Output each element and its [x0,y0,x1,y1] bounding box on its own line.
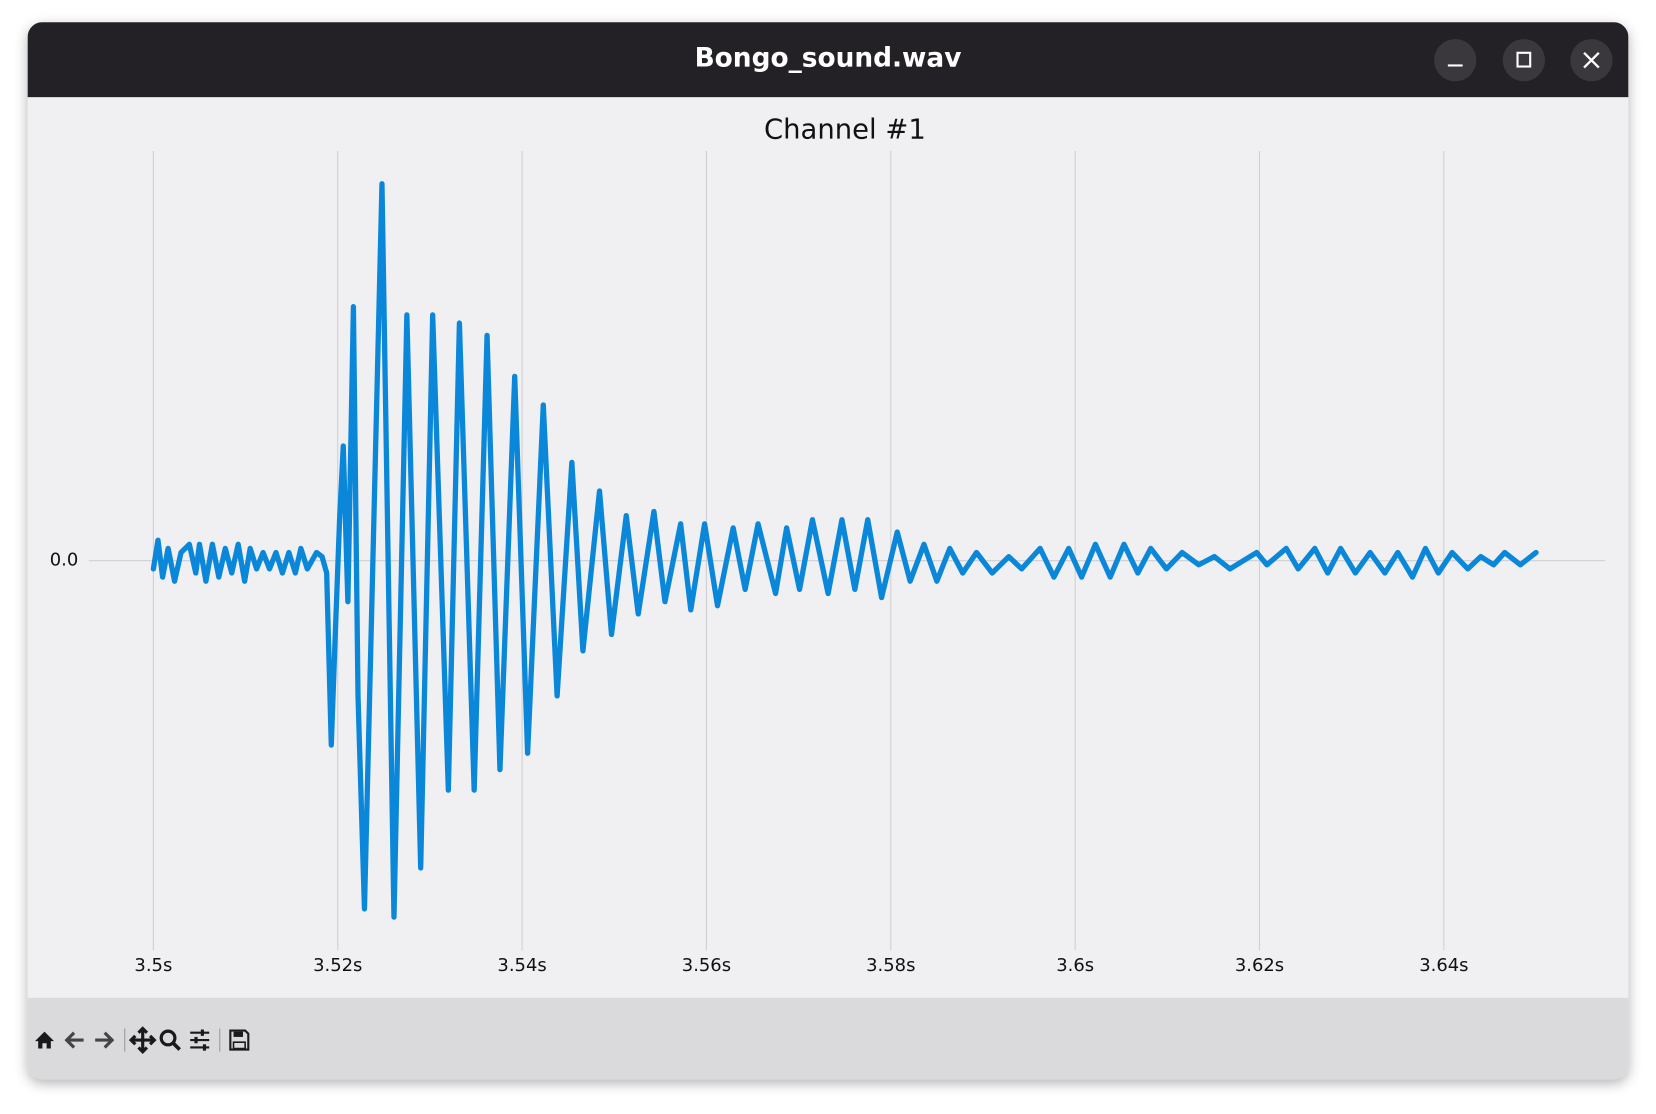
x-tick-label: 3.5s [134,955,172,976]
minimize-button[interactable] [1434,39,1477,82]
back-button[interactable] [64,1031,84,1049]
y-tick-label: 0.0 [50,550,79,571]
zoom-button[interactable] [159,1029,181,1051]
x-tick-label: 3.54s [497,955,546,976]
title-bar [27,22,1629,98]
x-tick-label: 3.56s [682,955,731,976]
x-tick-label: 3.6s [1056,955,1094,976]
window [27,22,1629,1080]
forward-button[interactable] [95,1031,115,1049]
maximize-button[interactable] [1502,39,1545,82]
close-button[interactable] [1570,39,1613,82]
x-tick-label: 3.58s [866,955,915,976]
configure-button[interactable] [190,1029,210,1051]
plot: 3.5s 3.52s 3.54s 3.56s 3.58s 3.6s 3.62s 3.64s 0.… [50,150,1606,976]
window-title: Bongo_sound.wav [695,44,962,74]
save-button[interactable] [229,1029,250,1051]
chart-title: Channel #1 [764,114,926,145]
waveform-line [150,181,1539,920]
x-tick-label: 3.52s [313,955,362,976]
toolbar [27,997,1629,1080]
x-tick-label: 3.64s [1419,955,1468,976]
x-tick-label: 3.62s [1235,955,1284,976]
pan-button[interactable] [128,1026,157,1054]
home-button[interactable] [35,1031,55,1049]
